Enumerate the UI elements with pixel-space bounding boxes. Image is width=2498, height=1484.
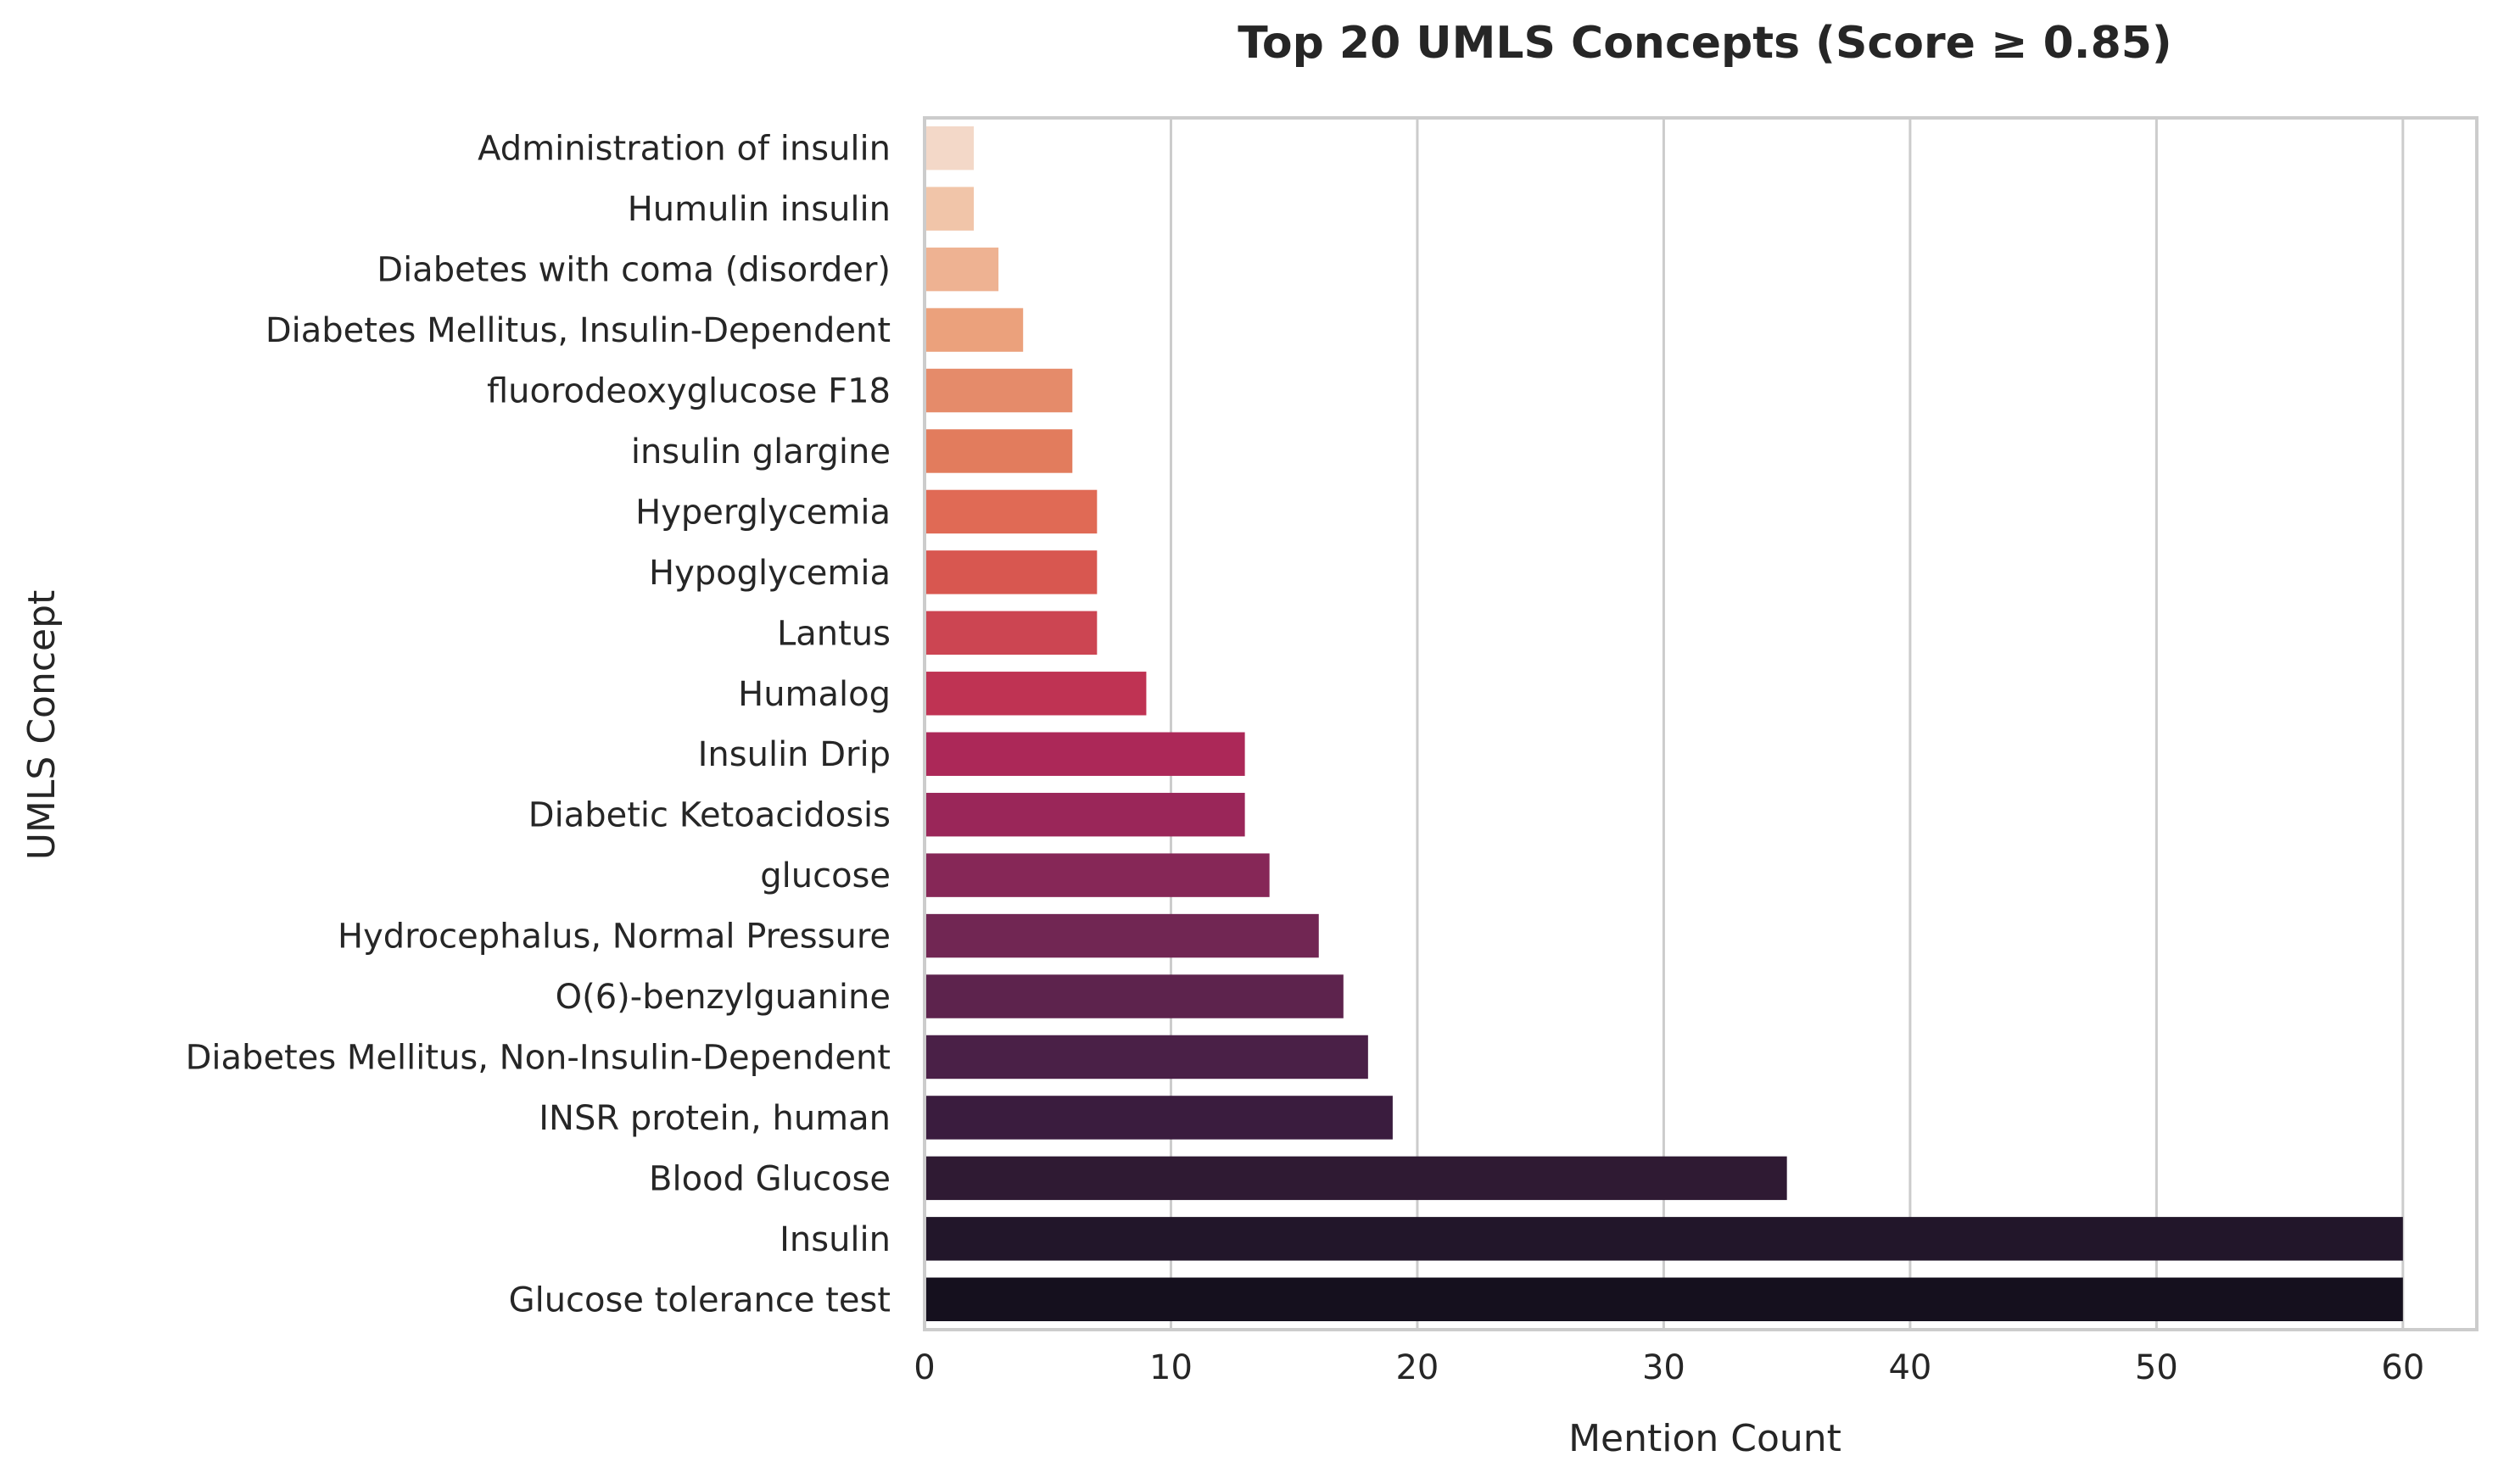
bar <box>925 550 1098 594</box>
bar <box>925 489 1098 534</box>
bar <box>925 732 1245 776</box>
category-label: Diabetic Ketoacidosis <box>528 796 891 835</box>
category-label: Humalog <box>738 675 891 714</box>
x-axis-label: Mention Count <box>1568 1417 1841 1460</box>
category-label: glucose <box>760 856 891 895</box>
bar <box>925 611 1098 656</box>
category-label: INSR protein, human <box>539 1099 891 1138</box>
bar <box>925 1217 2403 1261</box>
bar <box>925 1277 2403 1321</box>
x-tick-label: 60 <box>2381 1348 2424 1387</box>
category-labels: Administration of insulin Humulin insulin… <box>186 130 891 1320</box>
bar <box>925 126 975 170</box>
category-label: O(6)-benzylguanine <box>556 978 891 1017</box>
x-tick-label: 50 <box>2135 1348 2178 1387</box>
category-label: Hydrocephalus, Normal Pressure <box>338 918 891 957</box>
x-tick-label: 0 <box>914 1348 935 1387</box>
category-label: Diabetes with coma (disorder) <box>377 251 891 290</box>
bar <box>925 247 999 292</box>
bar <box>925 974 1344 1018</box>
bar <box>925 792 1245 837</box>
category-label: insulin glargine <box>631 432 891 471</box>
bar <box>925 368 1073 413</box>
plot-frame <box>923 116 2478 1331</box>
x-tick-label: 20 <box>1395 1348 1439 1387</box>
category-label: Glucose tolerance test <box>509 1280 891 1319</box>
category-label: Humulin insulin <box>628 190 891 229</box>
bars <box>925 126 2403 1321</box>
y-axis-label: UMLS Concept <box>20 590 64 861</box>
category-label: fluorodeoxyglucose F18 <box>487 372 891 411</box>
bar <box>925 1035 1368 1080</box>
category-label: Diabetes Mellitus, Non-Insulin-Dependent <box>186 1038 891 1077</box>
chart-title: Top 20 UMLS Concepts (Score ≥ 0.85) <box>1238 18 2171 69</box>
bar <box>925 429 1073 473</box>
bar <box>925 1156 1787 1201</box>
x-tick-label: 10 <box>1149 1348 1193 1387</box>
bar <box>925 853 1270 897</box>
x-tick-labels: 0 10 20 30 40 50 60 <box>914 1348 2424 1387</box>
bar <box>925 672 1147 716</box>
bar <box>925 187 975 231</box>
category-label: Insulin Drip <box>698 735 891 774</box>
bar <box>925 913 1319 958</box>
bar <box>925 1096 1393 1140</box>
category-label: Diabetes Mellitus, Insulin-Dependent <box>265 311 891 350</box>
category-label: Hyperglycemia <box>635 493 891 532</box>
x-tick-label: 30 <box>1642 1348 1685 1387</box>
category-label: Administration of insulin <box>478 130 891 169</box>
category-label: Lantus <box>777 614 891 653</box>
bar <box>925 308 1024 352</box>
x-tick-label: 40 <box>1888 1348 1931 1387</box>
category-label: Hypoglycemia <box>649 554 891 593</box>
category-label: Insulin <box>780 1220 891 1259</box>
category-label: Blood Glucose <box>649 1159 891 1198</box>
gridlines <box>923 118 2405 1330</box>
